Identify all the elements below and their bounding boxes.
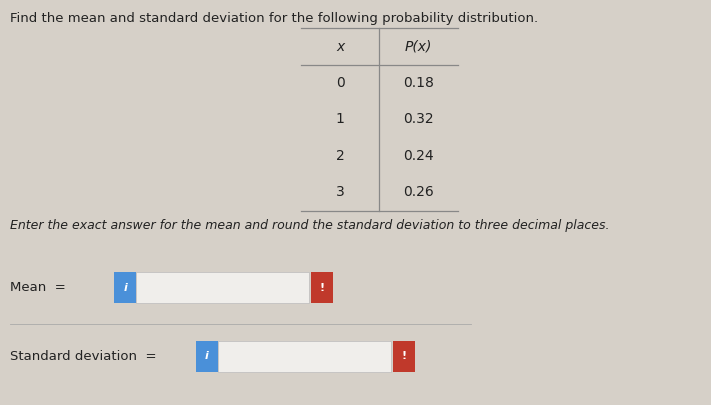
Text: 0.18: 0.18: [403, 76, 434, 90]
Text: 3: 3: [336, 185, 345, 199]
Text: x: x: [336, 40, 344, 53]
Text: 0.26: 0.26: [403, 185, 434, 199]
FancyBboxPatch shape: [393, 341, 415, 372]
FancyBboxPatch shape: [136, 272, 309, 303]
Text: i: i: [123, 283, 127, 292]
Text: 0.32: 0.32: [403, 113, 434, 126]
Text: !: !: [320, 283, 325, 292]
Text: 2: 2: [336, 149, 345, 163]
Text: Enter the exact answer for the mean and round the standard deviation to three de: Enter the exact answer for the mean and …: [10, 219, 609, 232]
Text: Standard deviation  =: Standard deviation =: [10, 350, 156, 363]
Text: !: !: [402, 352, 407, 361]
Text: i: i: [205, 352, 209, 361]
Text: 0.24: 0.24: [403, 149, 434, 163]
FancyBboxPatch shape: [218, 341, 391, 372]
Text: 0: 0: [336, 76, 345, 90]
Text: P(x): P(x): [405, 40, 432, 53]
Text: Mean  =: Mean =: [10, 281, 65, 294]
Text: Find the mean and standard deviation for the following probability distribution.: Find the mean and standard deviation for…: [10, 12, 538, 25]
FancyBboxPatch shape: [114, 272, 136, 303]
Text: 1: 1: [336, 113, 345, 126]
FancyBboxPatch shape: [196, 341, 218, 372]
FancyBboxPatch shape: [311, 272, 333, 303]
